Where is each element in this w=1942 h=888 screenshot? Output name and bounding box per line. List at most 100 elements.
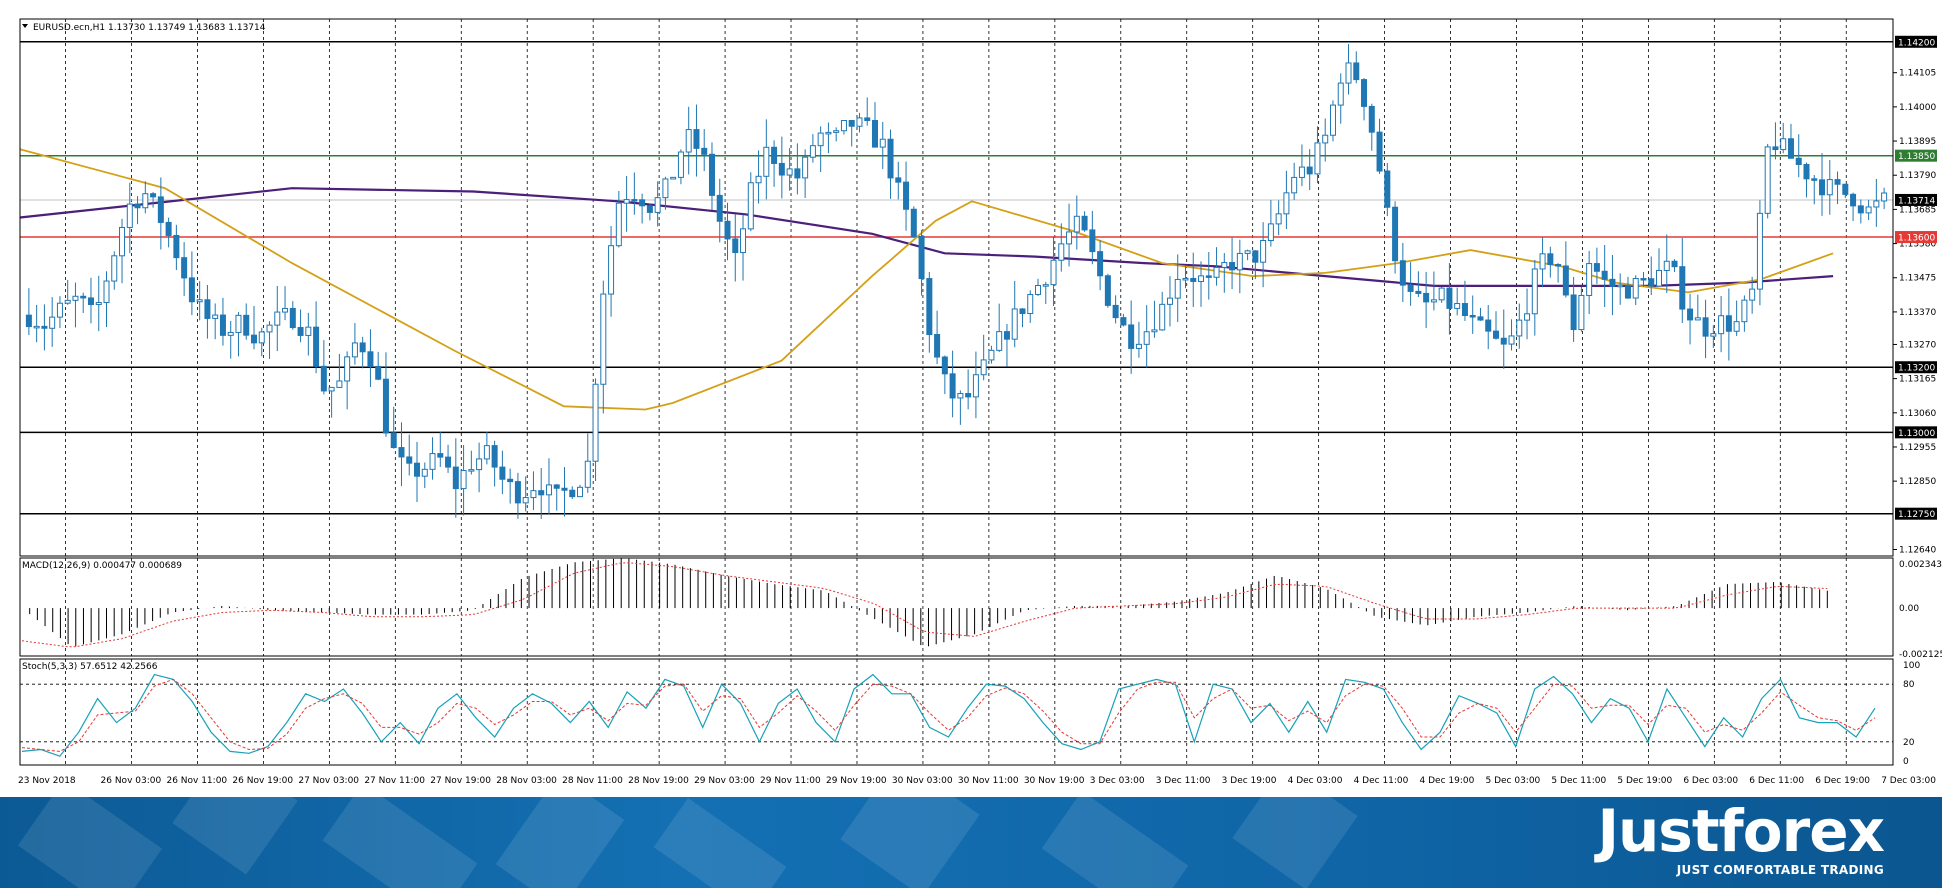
candle-body — [848, 120, 855, 127]
candle-body — [1562, 265, 1569, 296]
candle-body — [825, 131, 832, 135]
candle-body — [802, 156, 809, 179]
candle-body — [1524, 313, 1531, 321]
price-tick-label: 1.13685 — [1899, 205, 1936, 215]
candle-body — [1399, 260, 1406, 286]
candle-body — [1066, 231, 1073, 245]
symbol-header: EURUSD.ecn,H1 1.13730 1.13749 1.13683 1.… — [33, 23, 266, 33]
candle-body — [289, 307, 296, 329]
candle-body — [1151, 329, 1158, 333]
brand-tagline: JUST COMFORTABLE TRADING — [1676, 863, 1884, 877]
candle-body — [615, 202, 622, 247]
time-tick-label: 7 Dec 03:00 — [1881, 776, 1936, 786]
candle-body — [1687, 308, 1694, 321]
candle-body — [1035, 284, 1042, 295]
candle-body — [274, 311, 281, 326]
candle-body — [1539, 253, 1546, 270]
candle-body — [1252, 250, 1259, 263]
candle-body — [103, 280, 110, 304]
price-badge — [1895, 193, 1937, 206]
time-tick-label: 6 Dec 11:00 — [1749, 776, 1804, 786]
candle-body — [41, 325, 48, 329]
candle-body — [196, 299, 203, 303]
candle-body — [336, 380, 343, 388]
price-badge — [1895, 507, 1937, 520]
candle-body — [716, 194, 723, 222]
candle-body — [491, 445, 498, 468]
time-tick-label: 30 Nov 03:00 — [892, 776, 953, 786]
candle-body — [1811, 178, 1818, 181]
candle-body — [1593, 263, 1600, 272]
candle-body — [1648, 278, 1655, 287]
candle-body — [1679, 266, 1686, 310]
stoch-tick-label: 100 — [1903, 661, 1920, 671]
horizontal-levels — [20, 41, 1893, 515]
candle-body — [1159, 303, 1166, 331]
candle-body — [1663, 260, 1670, 271]
candle-body — [258, 331, 265, 344]
collapse-triangle-icon[interactable] — [22, 24, 28, 28]
candle-body — [980, 359, 987, 376]
time-tick-label: 29 Nov 11:00 — [760, 776, 821, 786]
price-tick-label: 1.13895 — [1899, 137, 1936, 147]
candle-body — [313, 326, 320, 367]
candle-body — [437, 453, 444, 458]
candle-body — [693, 129, 700, 149]
candle-body — [1361, 79, 1368, 107]
candle-body — [1283, 192, 1290, 215]
candle-body — [1865, 206, 1872, 214]
candle-body — [856, 117, 863, 127]
candle-body — [1291, 176, 1298, 194]
candle-body — [1725, 315, 1732, 332]
time-tick-label: 29 Nov 19:00 — [826, 776, 887, 786]
panel-frame — [19, 557, 1894, 657]
time-tick-label: 4 Dec 11:00 — [1354, 776, 1409, 786]
price-tick-label: 1.13270 — [1899, 340, 1936, 350]
candle-body — [1834, 179, 1841, 185]
candle-body — [1764, 146, 1771, 214]
candle-body — [111, 255, 118, 282]
price-tick-label: 1.13165 — [1899, 375, 1936, 385]
candle-body — [445, 456, 452, 468]
candle-body — [771, 146, 778, 164]
candle-body — [639, 199, 646, 207]
candle-body — [126, 203, 133, 228]
time-tick-label: 6 Dec 03:00 — [1683, 776, 1738, 786]
candle-body — [1027, 293, 1034, 314]
price-tick-label: 1.13790 — [1899, 171, 1936, 181]
candle-body — [119, 226, 126, 257]
candle-body — [1392, 206, 1399, 262]
time-tick-label: 30 Nov 19:00 — [1024, 776, 1085, 786]
candle-body — [1166, 297, 1173, 305]
time-tick-label: 3 Dec 11:00 — [1156, 776, 1211, 786]
candle-body — [1624, 284, 1631, 299]
candle-body — [685, 129, 692, 153]
time-tick-label: 3 Dec 19:00 — [1222, 776, 1277, 786]
candle-body — [398, 447, 405, 458]
candle-body — [996, 331, 1003, 351]
macd-panel — [21, 558, 1828, 648]
price-badge-text: 1.14200 — [1898, 38, 1935, 48]
candle-body — [351, 342, 358, 358]
candle-body — [1733, 321, 1740, 332]
candle-body — [1135, 343, 1142, 349]
candle-body — [864, 117, 871, 121]
macd-tick-label: 0.002343 — [1899, 560, 1942, 570]
candle-body — [910, 208, 917, 237]
candle-body — [1407, 284, 1414, 292]
panel-frames — [19, 18, 1894, 766]
candle-body — [972, 374, 979, 398]
candle-body — [1298, 166, 1305, 178]
candle-body — [1555, 264, 1562, 267]
candle-body — [1710, 333, 1717, 337]
brand-logo: Justforex JUST COMFORTABLE TRADING — [1597, 797, 1885, 877]
brand-name: Justforex — [1597, 797, 1885, 865]
candles — [25, 44, 1888, 519]
candle-body — [1857, 205, 1864, 214]
candle-body — [1694, 317, 1701, 321]
candle-body — [1702, 317, 1709, 337]
candle-body — [584, 460, 591, 488]
price-badge-text: 1.13000 — [1898, 429, 1935, 439]
candle-body — [1632, 278, 1639, 299]
price-badge-text: 1.13600 — [1898, 234, 1935, 244]
